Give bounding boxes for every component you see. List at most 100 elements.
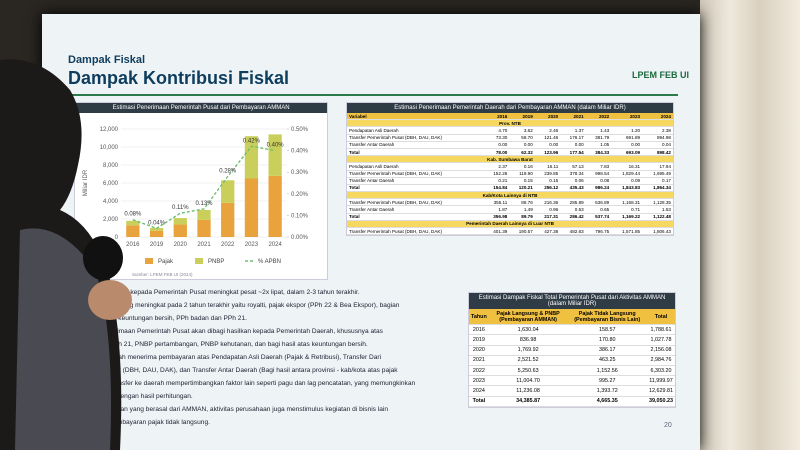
table2-title: Estimasi Dampak Fiskal Total Pemerintah … [469,293,675,309]
curtain [700,0,800,450]
cell: 285.89 [560,198,586,207]
cell: 0.15 [534,177,561,185]
section-title: Kab/Kota Lainnya di NTB [347,191,673,200]
cell: Transfer Antar Daerah [347,177,484,185]
bar [268,175,282,237]
cell: 691.89 [611,134,643,142]
column-header: Tahun [469,309,489,326]
cell: 1,571.85 [611,227,643,236]
cell: 401.39 [483,227,510,236]
y2-tick-label: 0.10% [291,213,309,219]
row: 2016 1,630.04 158.57 1,788.61 [469,324,675,336]
legend-swatch [195,258,203,264]
column-header: Pajak Tidak Langsung (Pembayaran Bisnis … [567,309,647,326]
bar [173,218,187,225]
row: Transfer Antar Daerah 0.00 0.00 0.00 0.00 1.0… [347,141,673,149]
cell: 216.36 [534,198,561,207]
row: Pendapatan Asli Daerah 2.37 0.16 16.11 57.13… [347,162,673,171]
cell: 998.54 [585,170,612,178]
data-label: 0.13% [195,201,213,207]
cell: 427.38 [534,227,561,236]
cell: 898.42 [642,148,673,157]
cell: 3.62 [509,126,535,135]
chart: Miliar IDR 0 2,000 4,000 6,000 8,000 10,000 12,… [83,127,309,265]
x-tick-label: 2021 [197,242,211,248]
table1-panel: Estimasi Penerimaan Pemerintah Daerah da… [346,102,674,237]
rule [68,94,678,96]
chart-panel: Estimasi Penerimaan Pemerintah Pusat dar… [74,102,328,280]
bullet-line: Pusat (DBH, DAU, DAK), dan Transfer Anta… [104,367,398,374]
cell: 0.00 [483,141,510,149]
cell: 986.24 [585,184,612,193]
y-tick-label: 10,000 [100,145,119,151]
cell: 6,303.20 [647,365,675,377]
legend-label: % APBN [258,259,281,265]
bullet-line: aran yang meningkat pada 2 tahun terakhi… [104,302,400,309]
cell: 12,629.81 [647,385,675,397]
y-tick-label: 0 [115,235,119,241]
cell: 1,630.04 [488,324,568,336]
cell: 4,665.35 [567,396,647,407]
cell: 2020 [469,345,489,356]
cell: 1,122.48 [642,213,673,221]
table1: Variabel 2016 2019 2020 2021 2022 2023 2024 Prov… [347,113,673,236]
cell: 463.25 [567,355,647,366]
column-header: 2023 [611,113,643,121]
y-tick-label: 2,000 [103,217,119,223]
column-header: 2024 [642,113,673,121]
cell: 1,027.78 [647,334,675,346]
data-label: 0.42% [243,138,261,144]
cell: 1.53 [642,205,673,214]
cell: 894.98 [642,134,673,142]
cell: 11,999.97 [647,375,675,387]
cell: 2,156.08 [647,345,675,356]
cell: 2,521.52 [488,355,568,366]
cell: 0.00 [560,141,586,149]
cell: 0.96 [534,205,561,214]
bar [244,178,259,237]
bullet-line: n pembayaran pajak tidak langsung. [104,419,210,426]
cell: 0.09 [611,177,643,185]
row: Transfer Pemerintah Pusat (DBH, DAU, DAK… [347,198,673,207]
x-tick-label: 2024 [268,242,282,248]
cell: 1,843.83 [611,184,643,193]
cell: 121.46 [534,134,561,142]
cell: 1.20 [611,126,643,135]
y-tick-label: 6,000 [103,181,119,187]
row: Total 154.84 120.21 256.12 435.43 986.24 1,843… [347,184,673,193]
column-header: 2021 [560,113,586,121]
bar [149,228,164,231]
cell: 5,250.63 [488,365,568,377]
cell: 0.65 [585,205,612,214]
cell: 2,984.76 [647,355,675,366]
cell: 1,128.35 [642,198,673,207]
data-label: 0.04% [148,220,166,226]
presenter-shirt [15,228,111,450]
row: 2021 2,521.52 463.25 2,984.76 [469,355,675,366]
cell: 2.38 [642,126,673,135]
y-axis-label: Miliar IDR [83,169,89,196]
y2-tick-label: 0.40% [291,149,309,155]
cell: 217.31 [534,213,561,221]
section-title: Pemerintah Daerah Lainnya di Luar NTB [347,220,673,229]
cell: Total [469,396,489,407]
bullet-line: bayaran yang berasal dari AMMAN, aktivit… [104,406,389,413]
cell: 836.98 [488,334,568,346]
cell: 152.26 [483,170,510,178]
cell: Transfer Pemerintah Pusat (DBH, DAU, DAK… [347,198,484,207]
cell: 4.70 [483,126,510,135]
cell: Transfer Antar Daerah [347,141,484,149]
cell: 11,004.70 [488,375,568,387]
bar [197,219,211,237]
cell: 0.06 [560,177,586,185]
cell: 1.49 [509,205,535,214]
cell: 381.79 [585,134,612,142]
row: 2020 1,769.92 386.17 2,156.08 [469,345,675,356]
row: Transfer Pemerintah Pusat (DBH, DAU, DAK… [347,134,673,142]
legend-label: PNBP [208,259,224,265]
cell: Transfer Pemerintah Pusat (DBH, DAU, DAK… [347,134,484,142]
x-tick-label: 2023 [245,242,259,248]
bar [197,210,211,220]
cell: 1.43 [585,126,612,135]
cell: 1,169.22 [611,213,643,221]
